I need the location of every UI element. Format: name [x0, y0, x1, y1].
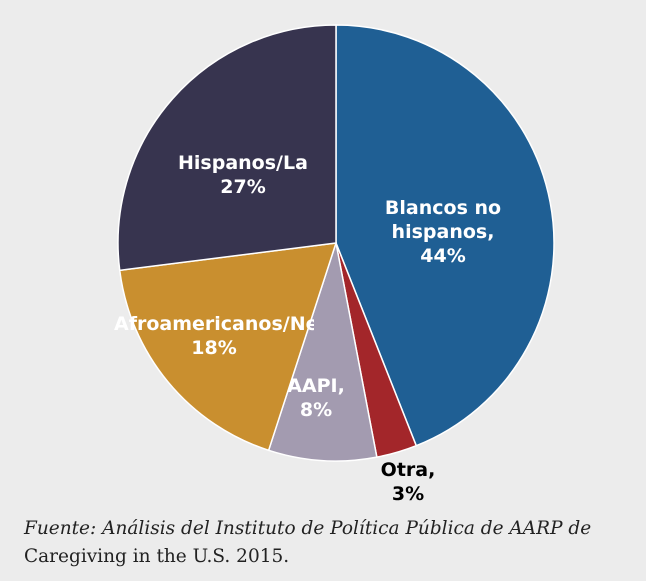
category-label: AAPI,	[287, 375, 345, 397]
pie-slice	[267, 242, 378, 462]
slice-label: Otra,3%	[368, 422, 448, 510]
source-italic: Fuente: Análisis del Instituto de Políti…	[24, 518, 592, 539]
value-label: 18%	[191, 337, 237, 359]
value-label: 44%	[420, 245, 466, 267]
chart: Blancos no hispanos,44%Otra,3%AAPI,8%Afr…	[114, 24, 555, 510]
category-label: Otra,	[380, 459, 436, 481]
pie-slice	[117, 24, 337, 272]
slice-label: Hispanos/Latinos,27%	[178, 115, 308, 235]
label-box: Afroamericanos/Negros,18%	[114, 276, 314, 396]
value-label: 3%	[391, 483, 425, 505]
source: Fuente: Análisis del Instituto de Políti…	[24, 515, 614, 571]
label-box: Blancos no hispanos, 44%	[368, 172, 518, 292]
label-box: Otra, 3%	[368, 422, 448, 510]
label-box: Hispanos/Latinos,27%	[178, 115, 308, 235]
category-label: Hispanos/Latinos,	[178, 152, 308, 174]
source-normal: Caregiving in the U.S. 2015.	[24, 546, 290, 567]
slice-label: Blancos no hispanos,44%	[368, 172, 518, 292]
category-label: Blancos no hispanos,	[384, 197, 502, 243]
pie-slice	[118, 242, 338, 452]
slice-label: Afroamericanos/Negros,18%	[114, 276, 314, 396]
pie-slice	[335, 24, 555, 447]
label-box: AAPI, 8%	[276, 338, 356, 458]
value-label: 27%	[220, 176, 266, 198]
value-label: 8%	[299, 399, 333, 421]
slice-label: AAPI,8%	[276, 338, 356, 458]
category-label: Afroamericanos/Negros,	[114, 313, 314, 335]
